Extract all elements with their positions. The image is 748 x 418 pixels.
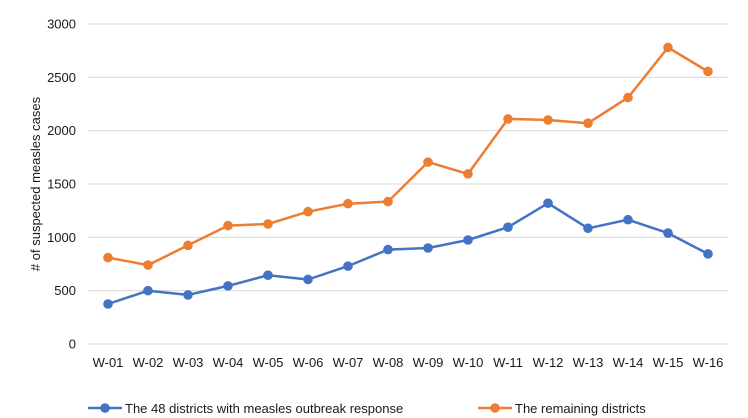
x-tick-label: W-03 [173, 355, 204, 370]
x-tick-label: W-07 [333, 355, 364, 370]
y-tick-label: 1500 [47, 177, 76, 192]
x-tick-label: W-09 [413, 355, 444, 370]
series-group [103, 42, 713, 309]
legend-marker [100, 403, 110, 413]
legend-item: The remaining districts [478, 401, 646, 416]
data-point [343, 198, 353, 209]
data-point [383, 244, 393, 255]
data-point [143, 260, 153, 270]
legend-label: The 48 districts with measles outbreak r… [125, 401, 403, 416]
legend-item: The 48 districts with measles outbreak r… [88, 401, 403, 416]
data-point [103, 252, 113, 263]
data-point [663, 228, 673, 238]
data-point [503, 114, 513, 124]
data-point [543, 115, 553, 125]
gridlines [88, 23, 728, 345]
x-tick-label: W-11 [493, 355, 523, 370]
data-point [463, 169, 473, 179]
x-axis-ticks: W-01 W-02 W-03 W-04 W-05 W-06 W-07 W-08 W-09 W-10… [93, 355, 724, 370]
x-tick-label: W-12 [533, 355, 564, 370]
y-tick-label: 2000 [47, 123, 76, 138]
data-point [223, 220, 233, 231]
series-line [106, 46, 710, 267]
x-tick-label: W-13 [573, 355, 604, 370]
x-tick-label: W-02 [133, 355, 164, 370]
x-tick-label: W-16 [693, 355, 724, 370]
legend-marker [490, 403, 500, 413]
x-tick-label: W-04 [213, 355, 244, 370]
data-point [223, 281, 233, 291]
x-tick-label: W-05 [253, 355, 284, 370]
data-point [703, 66, 713, 77]
legend-label: The remaining districts [515, 401, 646, 416]
y-tick-label: 2500 [47, 70, 76, 85]
x-tick-label: W-01 [93, 355, 124, 370]
y-tick-label: 0 [69, 337, 76, 352]
y-axis-ticks: 0 500 1000 1500 2000 2500 3000 [47, 17, 76, 352]
data-point [263, 219, 273, 229]
data-point [183, 240, 193, 251]
series-2 [103, 42, 713, 270]
x-tick-label: W-15 [653, 355, 684, 370]
x-tick-label: W-08 [373, 355, 404, 370]
data-point [503, 222, 513, 232]
x-tick-label: W-06 [293, 355, 324, 370]
data-point [703, 249, 713, 259]
series-line [106, 201, 710, 306]
x-tick-label: W-10 [453, 355, 484, 370]
data-point [463, 235, 473, 245]
y-tick-label: 3000 [47, 17, 76, 32]
y-tick-label: 1000 [47, 230, 76, 245]
data-point [303, 274, 313, 285]
series-1 [103, 198, 713, 309]
data-point [423, 157, 433, 167]
data-point [583, 118, 593, 128]
data-point [303, 206, 313, 217]
data-point [383, 196, 393, 207]
y-axis-title: # of suspected measles cases [28, 96, 43, 271]
data-point [143, 285, 153, 296]
data-point [663, 42, 673, 53]
data-point [623, 214, 633, 225]
data-point [343, 261, 353, 271]
data-point [543, 198, 553, 208]
y-tick-label: 500 [54, 283, 76, 298]
data-point [103, 299, 113, 309]
data-point [183, 290, 193, 300]
data-point [263, 270, 273, 281]
x-tick-label: W-14 [613, 355, 644, 370]
data-point [583, 223, 593, 234]
data-point [423, 243, 433, 253]
legend: The 48 districts with measles outbreak r… [88, 401, 646, 416]
data-point [623, 92, 633, 103]
